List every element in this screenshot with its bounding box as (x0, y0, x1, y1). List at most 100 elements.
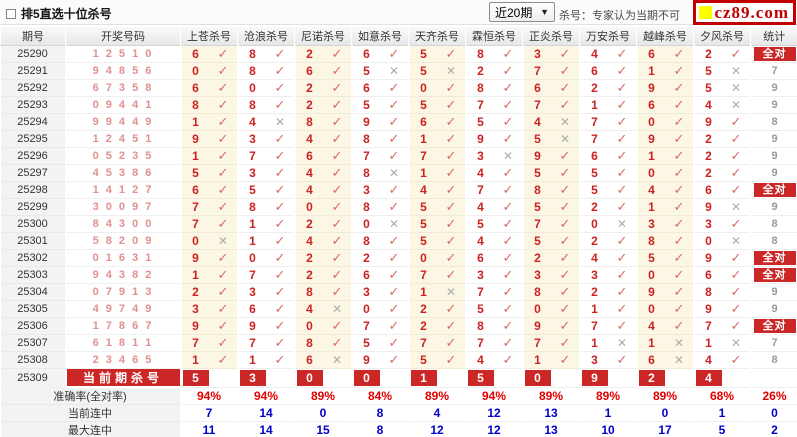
check-icon: ✓ (209, 113, 238, 131)
check-icon: ✓ (380, 181, 409, 199)
kill-number: 7 (236, 147, 267, 165)
stat-cell: 9 (749, 96, 797, 114)
kill-number: 1 (179, 351, 210, 369)
check-icon: ✓ (722, 130, 751, 148)
kill-number: 9 (635, 79, 666, 97)
allhit-badge: 全对 (753, 267, 796, 282)
kill-number: 5 (692, 62, 723, 80)
kill-number: 6 (236, 300, 267, 318)
kill-number: 5 (521, 232, 552, 250)
check-icon: ✓ (323, 266, 352, 284)
kill-number: 7 (179, 215, 210, 233)
summary-value: 7 (179, 404, 238, 422)
check-icon: ✓ (665, 317, 694, 335)
stat-cell: 8 (749, 232, 797, 250)
draw-numbers: 0 9 4 4 1 (65, 96, 181, 114)
check-icon: ✓ (551, 266, 580, 284)
col-header-expert-2: 尼诺杀号 (294, 27, 352, 46)
kill-number: 2 (578, 283, 609, 301)
check-icon: ✓ (608, 62, 637, 80)
summary-value: 13 (521, 404, 580, 422)
period-cell: 25292 (0, 79, 67, 97)
kill-number: 5 (578, 164, 609, 182)
check-icon: ✓ (266, 96, 295, 114)
check-icon: ✓ (323, 164, 352, 182)
check-icon: ✓ (494, 232, 523, 250)
kill-number: 1 (179, 113, 210, 131)
kill-number: 5 (407, 198, 438, 216)
check-icon: ✓ (665, 232, 694, 250)
check-icon: ✓ (608, 164, 637, 182)
col-header-expert-5: 霖恒杀号 (465, 27, 523, 46)
draw-numbers: 9 4 8 5 6 (65, 62, 181, 80)
table-body: 25290 1 2 5 1 0 6 ✓ 8 ✓ 2 ✓ 6 ✓ 5 ✓ 8 ✓ 3 ✓ 4 ✓ 6 ✓ 2 ✓ 全对 2529… (0, 45, 797, 437)
draw-numbers: 4 9 7 4 9 (65, 300, 181, 318)
history-row: 25301 5 8 2 0 9 0 ✕ 1 ✓ 4 ✓ 8 ✓ 5 ✓ 4 ✓ 5 ✓ 2 ✓ 8 ✓ 0 ✕ 8 (0, 232, 797, 250)
check-icon: ✓ (380, 283, 409, 301)
check-icon: ✓ (323, 249, 352, 267)
col-header-expert-7: 万安杀号 (579, 27, 637, 46)
check-icon: ✓ (494, 266, 523, 284)
history-row: 25291 9 4 8 5 6 0 ✓ 8 ✓ 6 ✓ 5 ✕ 5 ✕ 2 ✓ 7 ✓ 6 ✓ 1 ✓ 5 ✕ 7 (0, 62, 797, 80)
check-icon: ✓ (551, 45, 580, 63)
check-icon: ✓ (494, 130, 523, 148)
summary-label: 准确率(全对率) (0, 387, 182, 405)
history-row: 25300 8 4 3 0 0 7 ✓ 1 ✓ 2 ✓ 0 ✕ 5 ✓ 5 ✓ 7 ✓ 0 ✕ 3 ✓ 3 ✓ 8 (0, 215, 797, 233)
summary-value: 17 (635, 421, 694, 437)
check-icon: ✓ (494, 113, 523, 131)
check-icon: ✓ (665, 147, 694, 165)
kill-number: 7 (464, 334, 495, 352)
history-row: 25298 1 4 1 2 7 6 ✓ 5 ✓ 4 ✓ 3 ✓ 4 ✓ 7 ✓ 8 ✓ 5 ✓ 4 ✓ 6 ✓ 全对 (0, 181, 797, 199)
kill-number: 5 (521, 198, 552, 216)
stat-cell: 8 (749, 215, 797, 233)
history-row: 25292 6 7 3 5 8 6 ✓ 0 ✓ 2 ✓ 6 ✓ 0 ✓ 8 ✓ 6 ✓ 2 ✓ 9 ✓ 5 ✕ 9 (0, 79, 797, 97)
kill-number: 2 (179, 283, 210, 301)
check-icon: ✓ (209, 164, 238, 182)
empty-cell (494, 368, 523, 388)
check-icon: ✓ (437, 45, 466, 63)
stat-cell: 全对 (749, 266, 797, 284)
current-kill-cell: 4 (692, 368, 723, 388)
check-icon: ✓ (551, 181, 580, 199)
section-checkbox[interactable] (6, 8, 16, 19)
current-kill-number: 2 (638, 369, 665, 386)
period-cell: 25305 (0, 300, 67, 318)
draw-numbers: 1 7 8 6 7 (65, 317, 181, 335)
draw-numbers: 0 5 2 3 5 (65, 147, 181, 165)
check-icon: ✓ (722, 164, 751, 182)
kill-number: 8 (293, 113, 324, 131)
kill-number: 0 (635, 266, 666, 284)
kill-number: 2 (293, 215, 324, 233)
col-header-expert-9: 夕风杀号 (693, 27, 751, 46)
current-kill-number: 1 (410, 369, 437, 386)
check-icon: ✓ (551, 317, 580, 335)
check-icon: ✓ (266, 266, 295, 284)
check-icon: ✓ (494, 45, 523, 63)
empty-cell (722, 368, 751, 388)
current-kill-cell: 3 (236, 368, 267, 388)
check-icon: ✓ (380, 96, 409, 114)
kill-number: 5 (350, 96, 381, 114)
check-icon: ✓ (323, 198, 352, 216)
stat-cell: 9 (749, 130, 797, 148)
kill-number: 0 (350, 215, 381, 233)
logo[interactable]: cz89.com (693, 0, 796, 25)
period-range-select[interactable]: 近20期 ▼ (489, 2, 555, 22)
kill-number: 6 (350, 79, 381, 97)
stat-cell: 7 (749, 334, 797, 352)
kill-number: 4 (578, 249, 609, 267)
page-title: 排5直选十位杀号 (21, 7, 112, 21)
check-icon: ✓ (380, 130, 409, 148)
kill-number: 3 (578, 351, 609, 369)
kill-number: 2 (692, 164, 723, 182)
draw-numbers: 9 9 4 4 9 (65, 113, 181, 131)
summary-stat: 0 (749, 404, 797, 422)
period-cell: 25300 (0, 215, 67, 233)
check-icon: ✓ (266, 351, 295, 369)
kill-number: 6 (179, 181, 210, 199)
check-icon: ✓ (323, 232, 352, 250)
period-cell: 25295 (0, 130, 67, 148)
cross-icon: ✕ (551, 113, 580, 131)
kill-number: 7 (407, 334, 438, 352)
kill-number: 9 (692, 249, 723, 267)
